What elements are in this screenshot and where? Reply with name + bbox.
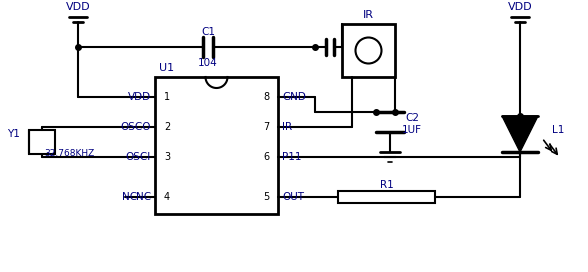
Text: IR: IR [282,122,292,132]
Text: 8: 8 [263,92,269,102]
Text: VDD: VDD [128,92,151,102]
Bar [29,130,55,154]
Text: OUT: OUT [282,192,304,202]
Text: 7: 7 [263,122,269,132]
Text: 32.768KHZ: 32.768KHZ [44,150,94,159]
Polygon shape [502,116,538,152]
Text: 3: 3 [164,152,170,162]
Text: 104: 104 [198,58,218,68]
Bar [338,191,435,203]
Text: L1: L1 [552,125,564,135]
Text: 5: 5 [263,192,269,202]
Text: NC: NC [122,192,137,202]
Text: VDD: VDD [66,2,91,12]
Text: 1UF: 1UF [402,125,422,135]
Text: U1: U1 [159,63,174,73]
Text: C2: C2 [405,113,419,123]
Text: C1: C1 [201,27,215,37]
Bar [155,77,278,214]
Text: VDD: VDD [507,2,532,12]
Text: OSCO: OSCO [121,122,151,132]
Text: OSCI: OSCI [126,152,151,162]
Text: IR: IR [363,10,374,20]
Text: P11: P11 [282,152,302,162]
Text: 6: 6 [263,152,269,162]
Text: R1: R1 [380,180,393,190]
Text: 2: 2 [164,122,171,132]
Text: 1: 1 [164,92,170,102]
Bar [342,24,395,77]
Text: Y1: Y1 [7,129,20,139]
Text: NC: NC [136,192,151,202]
Text: GND: GND [282,92,306,102]
Text: 4: 4 [164,192,170,202]
